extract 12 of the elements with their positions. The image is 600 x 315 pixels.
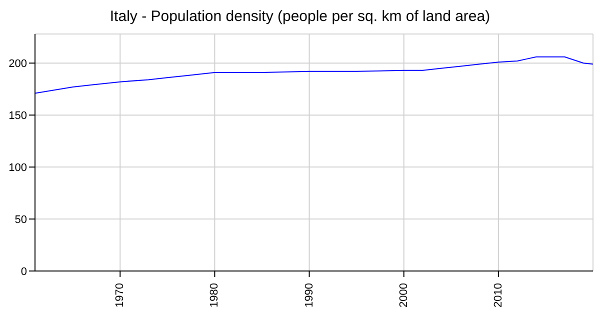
chart-title: Italy - Population density (people per sq. km of land area)	[108, 8, 492, 25]
y-tick-label: 100	[8, 162, 27, 174]
y-tick-label: 150	[8, 110, 27, 122]
line-series	[35, 56, 593, 94]
x-tick-label: 2000	[398, 283, 410, 308]
x-tick-label: 2010	[492, 283, 504, 308]
x-tick-label: 1990	[303, 283, 316, 308]
y-tick-label: 200	[8, 58, 27, 70]
y-tick-label: 0	[20, 266, 27, 278]
y-tick-label: 50	[14, 214, 27, 226]
x-tick-label: 1980	[208, 283, 221, 308]
x-tick-label: 1970	[114, 283, 126, 308]
